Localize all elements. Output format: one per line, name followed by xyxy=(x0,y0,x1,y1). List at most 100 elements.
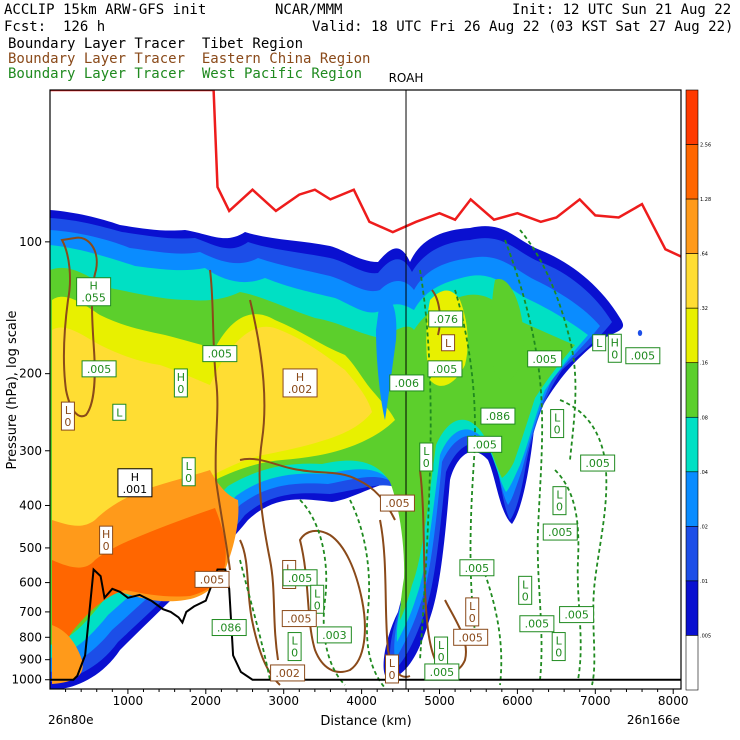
contour-label-text: .005 xyxy=(458,631,483,644)
contour-label-text: H xyxy=(611,336,619,349)
contour-label-text: .076 xyxy=(433,313,458,326)
contour-label-box: H.055 xyxy=(76,277,112,307)
center-label: NCAR/MMM xyxy=(275,2,343,18)
contour-label-text: .005 xyxy=(532,353,557,366)
contour-label-text: L xyxy=(389,657,396,670)
contour-label-box: .005 xyxy=(580,454,616,472)
y-tick-label: 700 xyxy=(19,605,42,619)
contour-label-text: .005 xyxy=(631,350,656,363)
y-tick-label: 400 xyxy=(19,498,42,512)
contour-label-box: .005 xyxy=(282,569,318,587)
tracer-contours xyxy=(60,229,608,689)
contour-label-box: .003 xyxy=(316,626,352,644)
tropopause-line xyxy=(50,90,681,258)
x-axis: 1000 2000 3000 4000 5000 6000 7000 8000 xyxy=(65,689,688,708)
contour-label-text: .005 xyxy=(525,618,550,631)
contour-label-box: .086 xyxy=(480,407,516,425)
plot-frame xyxy=(49,89,682,690)
colorbar-level-label: .64 xyxy=(700,252,708,258)
contour-label-text: 0 xyxy=(522,590,529,603)
contour-label-text: H xyxy=(177,371,185,384)
contour-label-text: L xyxy=(556,489,563,502)
contour-label-box: L0 xyxy=(551,632,566,662)
y-tick-label: 200 xyxy=(19,367,42,381)
contour-label-box: .005 xyxy=(459,559,495,577)
contour-label-text: L xyxy=(116,406,123,419)
contour-label-text: L xyxy=(522,578,529,591)
contour-label-box: .005 xyxy=(542,523,578,541)
x-tick-label: 7000 xyxy=(580,694,611,708)
contour-label-text: 0 xyxy=(423,457,430,470)
x-tick-label: 6000 xyxy=(502,694,533,708)
contour-label-box: .005 xyxy=(559,606,595,624)
contour-label-box: H0 xyxy=(99,525,114,555)
contour-label-box: .005 xyxy=(194,570,230,588)
contour-label-box: L0 xyxy=(419,442,434,472)
contour-label-text: L xyxy=(65,404,72,417)
colorbar-swatch xyxy=(685,253,699,309)
contour-label-text: .086 xyxy=(217,622,242,635)
colorbar-swatch xyxy=(685,580,699,636)
colorbar-swatch xyxy=(685,198,699,254)
contour-label-text: .005 xyxy=(87,363,112,376)
x-start-label: 26n80e xyxy=(48,713,94,727)
y-tick-label: 900 xyxy=(19,653,42,667)
y-tick-label: 800 xyxy=(19,630,42,644)
colorbar: 2.56 1.28 .64 .32 .16 .08 .04 .02 .01 .005 xyxy=(685,89,711,691)
colorbar-level-label: .32 xyxy=(700,306,708,312)
contour-label-text: L xyxy=(469,600,476,613)
contour-label-text: .003 xyxy=(322,629,347,642)
y-axis: 100 200 300 400 500 600 700 800 900 1000 xyxy=(11,235,50,687)
x-tick-label: 3000 xyxy=(268,694,299,708)
contour-label-text: L xyxy=(445,337,452,350)
colorbar-level-label: .01 xyxy=(700,579,708,585)
contour-label-text: 0 xyxy=(185,472,192,485)
contour-labels: H.055H0.005L0L.005H.002L0H.001H0.005.086… xyxy=(60,277,661,684)
contour-label-text: .005 xyxy=(564,609,589,622)
colorbar-swatch xyxy=(685,307,699,364)
contour-label-box: .002 xyxy=(270,664,306,682)
contour-label-box: .005 xyxy=(527,350,563,368)
colorbar-swatch xyxy=(685,144,699,200)
contour-label-text: L xyxy=(423,445,430,458)
forecast-hour: Fcst: 126 h xyxy=(4,19,106,35)
contour-label-box: L0 xyxy=(384,654,399,684)
contour-label-text: .055 xyxy=(81,292,106,305)
x-end-label: 26n166e xyxy=(627,713,680,727)
contour-label-box: L0 xyxy=(552,486,567,516)
y-tick-label: 1000 xyxy=(11,673,42,687)
contour-label-text: .005 xyxy=(385,497,410,510)
contour-label-text: H xyxy=(102,528,110,541)
contour-label-box: L0 xyxy=(181,457,196,487)
contour-label-text: 0 xyxy=(64,416,71,429)
contour-label-box: L0 xyxy=(310,584,325,614)
contour-label-box: .006 xyxy=(389,374,425,392)
contour-label-box: L0 xyxy=(287,632,302,662)
contour-label-box: L0 xyxy=(550,409,565,439)
colorbar-level-label: .02 xyxy=(700,524,708,530)
contour-label-text: L xyxy=(286,562,293,575)
contour-label-text: 0 xyxy=(554,424,561,437)
contour-label-text: 0 xyxy=(314,599,321,612)
contour-label-text: 0 xyxy=(556,501,563,514)
legend-west-pacific: Boundary Layer Tracer West Pacific Regio… xyxy=(8,66,363,82)
contour-label-text: .005 xyxy=(433,363,458,376)
contour-label-text: H xyxy=(296,371,304,384)
contour-label-text: L xyxy=(292,635,299,648)
colorbar-swatch xyxy=(685,362,699,418)
contour-label-text: .006 xyxy=(395,377,420,390)
contour-label-text: .005 xyxy=(472,438,497,451)
contour-label-text: H xyxy=(131,471,139,484)
contour-label-text: L xyxy=(556,635,563,648)
contour-label-text: .086 xyxy=(486,410,511,423)
contour-label-text: .001 xyxy=(123,483,148,496)
contour-label-box: L0 xyxy=(434,636,449,666)
contour-label-text: 0 xyxy=(103,540,110,553)
contour-label-box: .005 xyxy=(81,360,117,378)
contour-label-text: .005 xyxy=(200,573,225,586)
contour-label-box: .005 xyxy=(427,360,463,378)
contour-label-text: 0 xyxy=(555,647,562,660)
contour-label-text: L xyxy=(314,587,321,600)
contour-label-text: .002 xyxy=(275,667,300,680)
